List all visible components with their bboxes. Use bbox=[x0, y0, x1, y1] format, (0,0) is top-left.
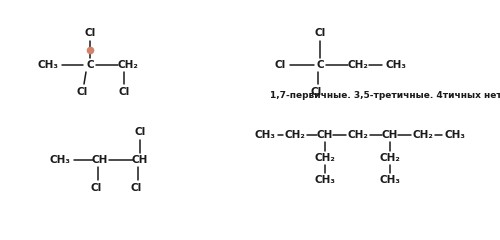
Text: CH₂: CH₂ bbox=[348, 130, 368, 140]
Text: CH: CH bbox=[382, 130, 398, 140]
Text: 1,7-первичные. 3,5-третичные. 4тичных нет: 1,7-первичные. 3,5-третичные. 4тичных не… bbox=[270, 90, 500, 100]
Text: CH₃: CH₃ bbox=[386, 60, 406, 70]
Text: Cl: Cl bbox=[118, 87, 130, 97]
Text: Cl: Cl bbox=[76, 87, 88, 97]
Text: CH₃: CH₃ bbox=[314, 175, 336, 185]
Text: C: C bbox=[316, 60, 324, 70]
Text: Cl: Cl bbox=[90, 183, 102, 193]
Text: Cl: Cl bbox=[314, 28, 326, 38]
Text: CH₂: CH₂ bbox=[412, 130, 434, 140]
Text: CH₂: CH₂ bbox=[314, 153, 336, 163]
Text: Cl: Cl bbox=[130, 183, 141, 193]
Text: Cl: Cl bbox=[274, 60, 285, 70]
Text: C: C bbox=[86, 60, 94, 70]
Text: CH: CH bbox=[92, 155, 108, 165]
Text: CH: CH bbox=[317, 130, 333, 140]
Text: CH₂: CH₂ bbox=[380, 153, 400, 163]
Text: Cl: Cl bbox=[310, 87, 322, 97]
Text: CH₃: CH₃ bbox=[254, 130, 276, 140]
Text: CH₂: CH₂ bbox=[118, 60, 139, 70]
Text: CH₃: CH₃ bbox=[380, 175, 400, 185]
Text: CH₃: CH₃ bbox=[444, 130, 466, 140]
Text: CH: CH bbox=[132, 155, 148, 165]
Text: Cl: Cl bbox=[84, 28, 96, 38]
Text: Cl: Cl bbox=[134, 127, 145, 137]
Text: CH₃: CH₃ bbox=[38, 60, 58, 70]
Text: CH₂: CH₂ bbox=[284, 130, 306, 140]
Text: CH₃: CH₃ bbox=[50, 155, 70, 165]
Text: CH₂: CH₂ bbox=[348, 60, 368, 70]
